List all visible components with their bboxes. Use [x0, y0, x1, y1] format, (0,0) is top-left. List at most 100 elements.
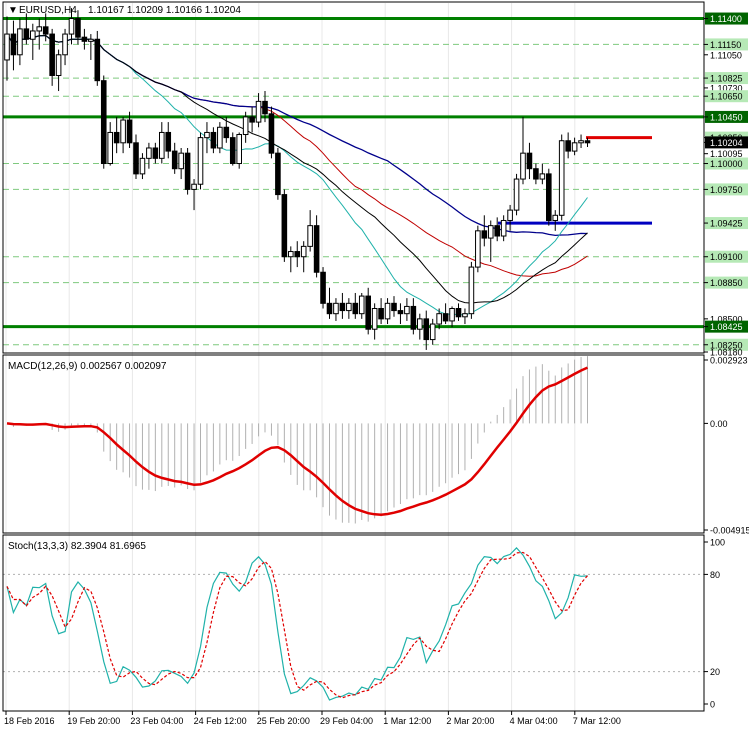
candle	[313, 215, 320, 278]
candle-bear-body	[152, 147, 159, 159]
candle	[333, 298, 339, 321]
candle	[75, 10, 81, 45]
candle-bear-body	[494, 225, 500, 237]
price-label: 1.09100	[710, 252, 743, 262]
candle-bull-body	[300, 245, 307, 258]
price-label: 1.10825	[710, 74, 743, 84]
time-label: 1 Mar 12:00	[383, 716, 431, 726]
candle-bull-body	[159, 131, 165, 159]
price-tag	[705, 38, 748, 51]
price-tag	[705, 217, 748, 230]
price-label: 1.09425	[710, 219, 743, 229]
candle	[339, 292, 346, 319]
price-tag	[705, 110, 748, 123]
candle	[300, 241, 307, 273]
candle	[513, 173, 520, 216]
price-tag	[705, 72, 748, 85]
time-label: 25 Feb 20:00	[257, 716, 310, 726]
candle	[68, 8, 75, 45]
candle	[268, 106, 275, 159]
time-label: 19 Feb 20:00	[67, 716, 120, 726]
stoch-axis-label: 100	[710, 538, 725, 548]
macd-axis-label: -0.004915	[710, 526, 749, 536]
candle-bear-body	[275, 152, 281, 196]
candle-bear-body	[184, 152, 191, 190]
candle	[384, 298, 391, 325]
candle	[326, 287, 333, 319]
candle-bull-body	[68, 18, 75, 35]
candle-bull-body	[55, 54, 62, 76]
candle-bull-body	[500, 219, 507, 237]
candle-bear-body	[533, 168, 539, 180]
candle	[565, 132, 571, 159]
candle	[500, 215, 507, 242]
candle	[571, 137, 578, 156]
candle-bull-body	[436, 313, 442, 325]
candle-bear-body	[100, 80, 107, 165]
stoch-axis-label: 0	[710, 700, 715, 710]
candle-bull-body	[487, 225, 494, 239]
candle-bear-body	[320, 271, 326, 304]
candle	[449, 306, 455, 328]
macd-frame	[2, 354, 705, 534]
candle-bull-body	[217, 126, 223, 149]
candle-bull-body	[4, 33, 10, 61]
candle	[475, 225, 481, 273]
stoch-axis-label: 20	[710, 667, 720, 677]
candles	[4, 8, 591, 350]
candle-bear-body	[42, 26, 49, 35]
stoch-title: Stoch(13,3,3) 82.3904 81.6965	[8, 541, 146, 552]
candle	[404, 298, 410, 321]
macd-axis-label: 0.002923	[710, 356, 748, 366]
candle	[507, 204, 513, 231]
candle	[371, 303, 378, 340]
candle-bear-body	[49, 33, 55, 76]
candle-bull-body	[578, 140, 584, 144]
price-label: 1.10650	[710, 92, 743, 102]
candle-bear-body	[281, 194, 288, 258]
candle	[62, 28, 68, 66]
candle	[526, 142, 533, 180]
candle	[242, 111, 249, 143]
candle-bull-body	[178, 152, 184, 170]
candle	[436, 308, 442, 330]
candle	[94, 30, 101, 86]
time-label: 4 Mar 04:00	[510, 716, 558, 726]
candle	[191, 179, 197, 211]
candle-bear-body	[126, 119, 133, 144]
candle	[417, 313, 423, 340]
price-label: 1.11150	[710, 40, 741, 50]
price-tag	[705, 276, 748, 289]
candle-bull-body	[255, 100, 262, 123]
candle-bear-body	[94, 38, 101, 82]
candle-bull-body	[468, 266, 475, 315]
candle-bull-body	[333, 302, 339, 315]
candle	[578, 134, 584, 148]
candle-bear-body	[223, 126, 230, 139]
candle	[533, 163, 539, 185]
candle	[410, 298, 417, 335]
candle	[487, 220, 494, 262]
candle	[184, 147, 191, 195]
candle-bear-body	[326, 302, 333, 315]
candle	[558, 134, 565, 221]
candle-bull-body	[242, 116, 249, 136]
candle	[10, 20, 17, 71]
candle-bull-body	[513, 178, 520, 211]
stoch-axis-label: 80	[710, 570, 720, 580]
candle-bear-body	[365, 295, 371, 330]
candle	[223, 116, 230, 143]
price-tag	[705, 320, 748, 333]
candle	[546, 168, 552, 226]
price-tag	[705, 338, 748, 351]
stoch-frame	[2, 534, 705, 712]
price-label: 1.08425	[710, 322, 743, 332]
header-triangle-icon[interactable]: ▼	[8, 5, 18, 16]
candle-bull-body	[107, 131, 114, 165]
candle	[17, 18, 23, 66]
candle-bull-body	[17, 28, 23, 56]
time-label: 18 Feb 2016	[4, 716, 55, 726]
candle-bear-body	[210, 131, 217, 149]
time-label: 23 Feb 04:00	[130, 716, 183, 726]
candle	[455, 303, 462, 321]
